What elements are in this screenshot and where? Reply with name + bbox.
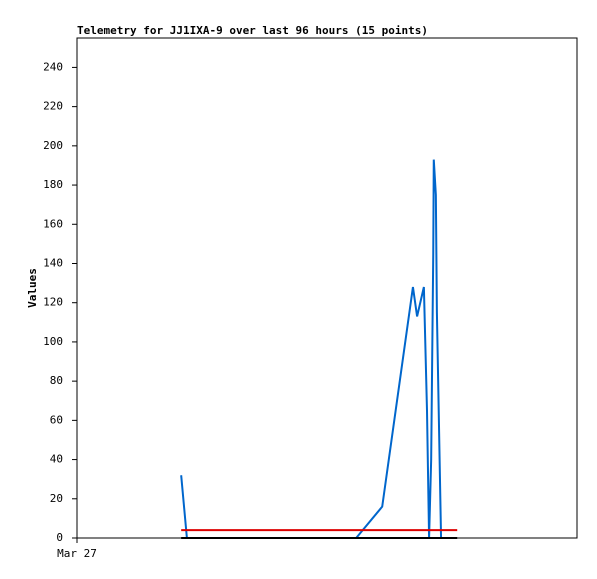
x-tick-label: Mar 27 <box>57 547 97 560</box>
y-tick-label: 240 <box>43 60 63 73</box>
y-tick-label: 20 <box>50 492 63 505</box>
y-tick-label: 160 <box>43 217 63 230</box>
y-tick-label: 140 <box>43 256 63 269</box>
y-tick-label: 80 <box>50 374 63 387</box>
series-line <box>180 159 443 539</box>
y-axis-label: Values <box>26 268 39 308</box>
y-tick-label: 40 <box>50 453 63 466</box>
y-tick-label: 100 <box>43 335 63 348</box>
chart-title: Telemetry for JJ1IXA-9 over last 96 hour… <box>77 24 428 37</box>
plot-frame <box>76 37 578 539</box>
y-tick-label: 120 <box>43 296 63 309</box>
y-tick-label: 60 <box>50 413 63 426</box>
y-tick-label: 0 <box>56 531 63 544</box>
y-tick-label: 220 <box>43 100 63 113</box>
y-tick-label: 180 <box>43 178 63 191</box>
y-tick-label: 200 <box>43 139 63 152</box>
